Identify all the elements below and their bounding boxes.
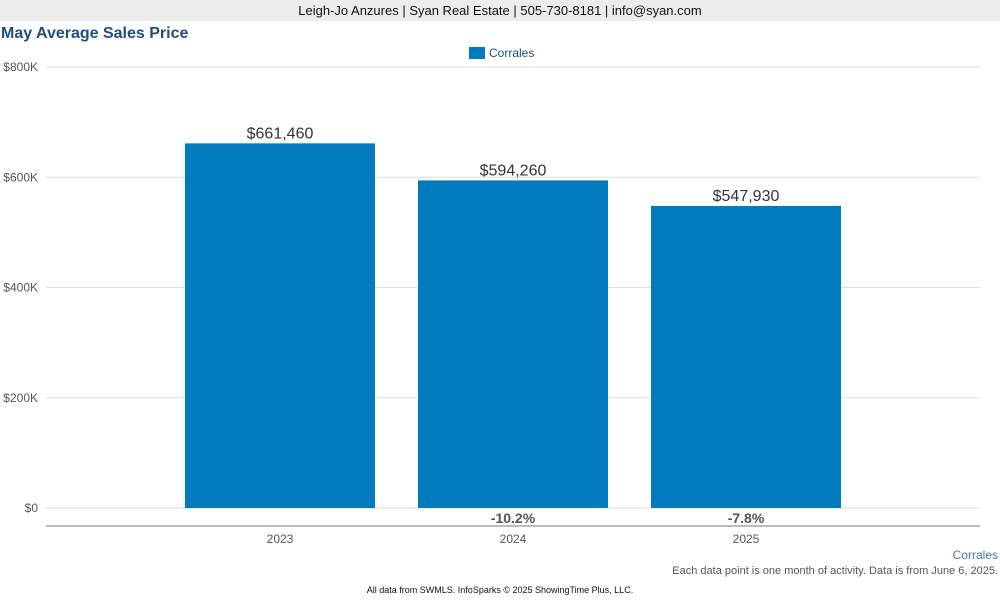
bar-value-label: $594,260 xyxy=(480,162,547,179)
bar xyxy=(185,143,375,508)
chart-title: May Average Sales Price xyxy=(1,25,189,42)
legend[interactable]: Corrales xyxy=(469,46,534,60)
y-tick-label: $400K xyxy=(3,281,38,295)
bar-value-label: $661,460 xyxy=(247,125,314,142)
series-note: Corrales xyxy=(952,548,998,562)
legend-label: Corrales xyxy=(489,46,535,60)
y-tick-label: $800K xyxy=(3,60,38,74)
x-tick-label: 2023 xyxy=(267,532,294,546)
bar xyxy=(418,180,608,508)
y-tick-label: $600K xyxy=(3,170,38,184)
y-tick-label: $0 xyxy=(25,501,39,515)
contact-header: Leigh-Jo Anzures | Syan Real Estate | 50… xyxy=(0,0,1000,21)
legend-swatch xyxy=(469,47,485,59)
bar xyxy=(651,205,841,508)
change-label: -7.8% xyxy=(728,510,765,526)
copyright: All data from SWMLS. InfoSparks © 2025 S… xyxy=(366,585,634,595)
change-label: -10.2% xyxy=(491,510,536,526)
x-tick-label: 2025 xyxy=(733,532,760,546)
x-tick-label: 2024 xyxy=(500,532,527,546)
y-tick-label: $200K xyxy=(3,391,38,405)
data-footnote: Each data point is one month of activity… xyxy=(672,565,998,577)
bar-value-label: $547,930 xyxy=(713,188,780,205)
